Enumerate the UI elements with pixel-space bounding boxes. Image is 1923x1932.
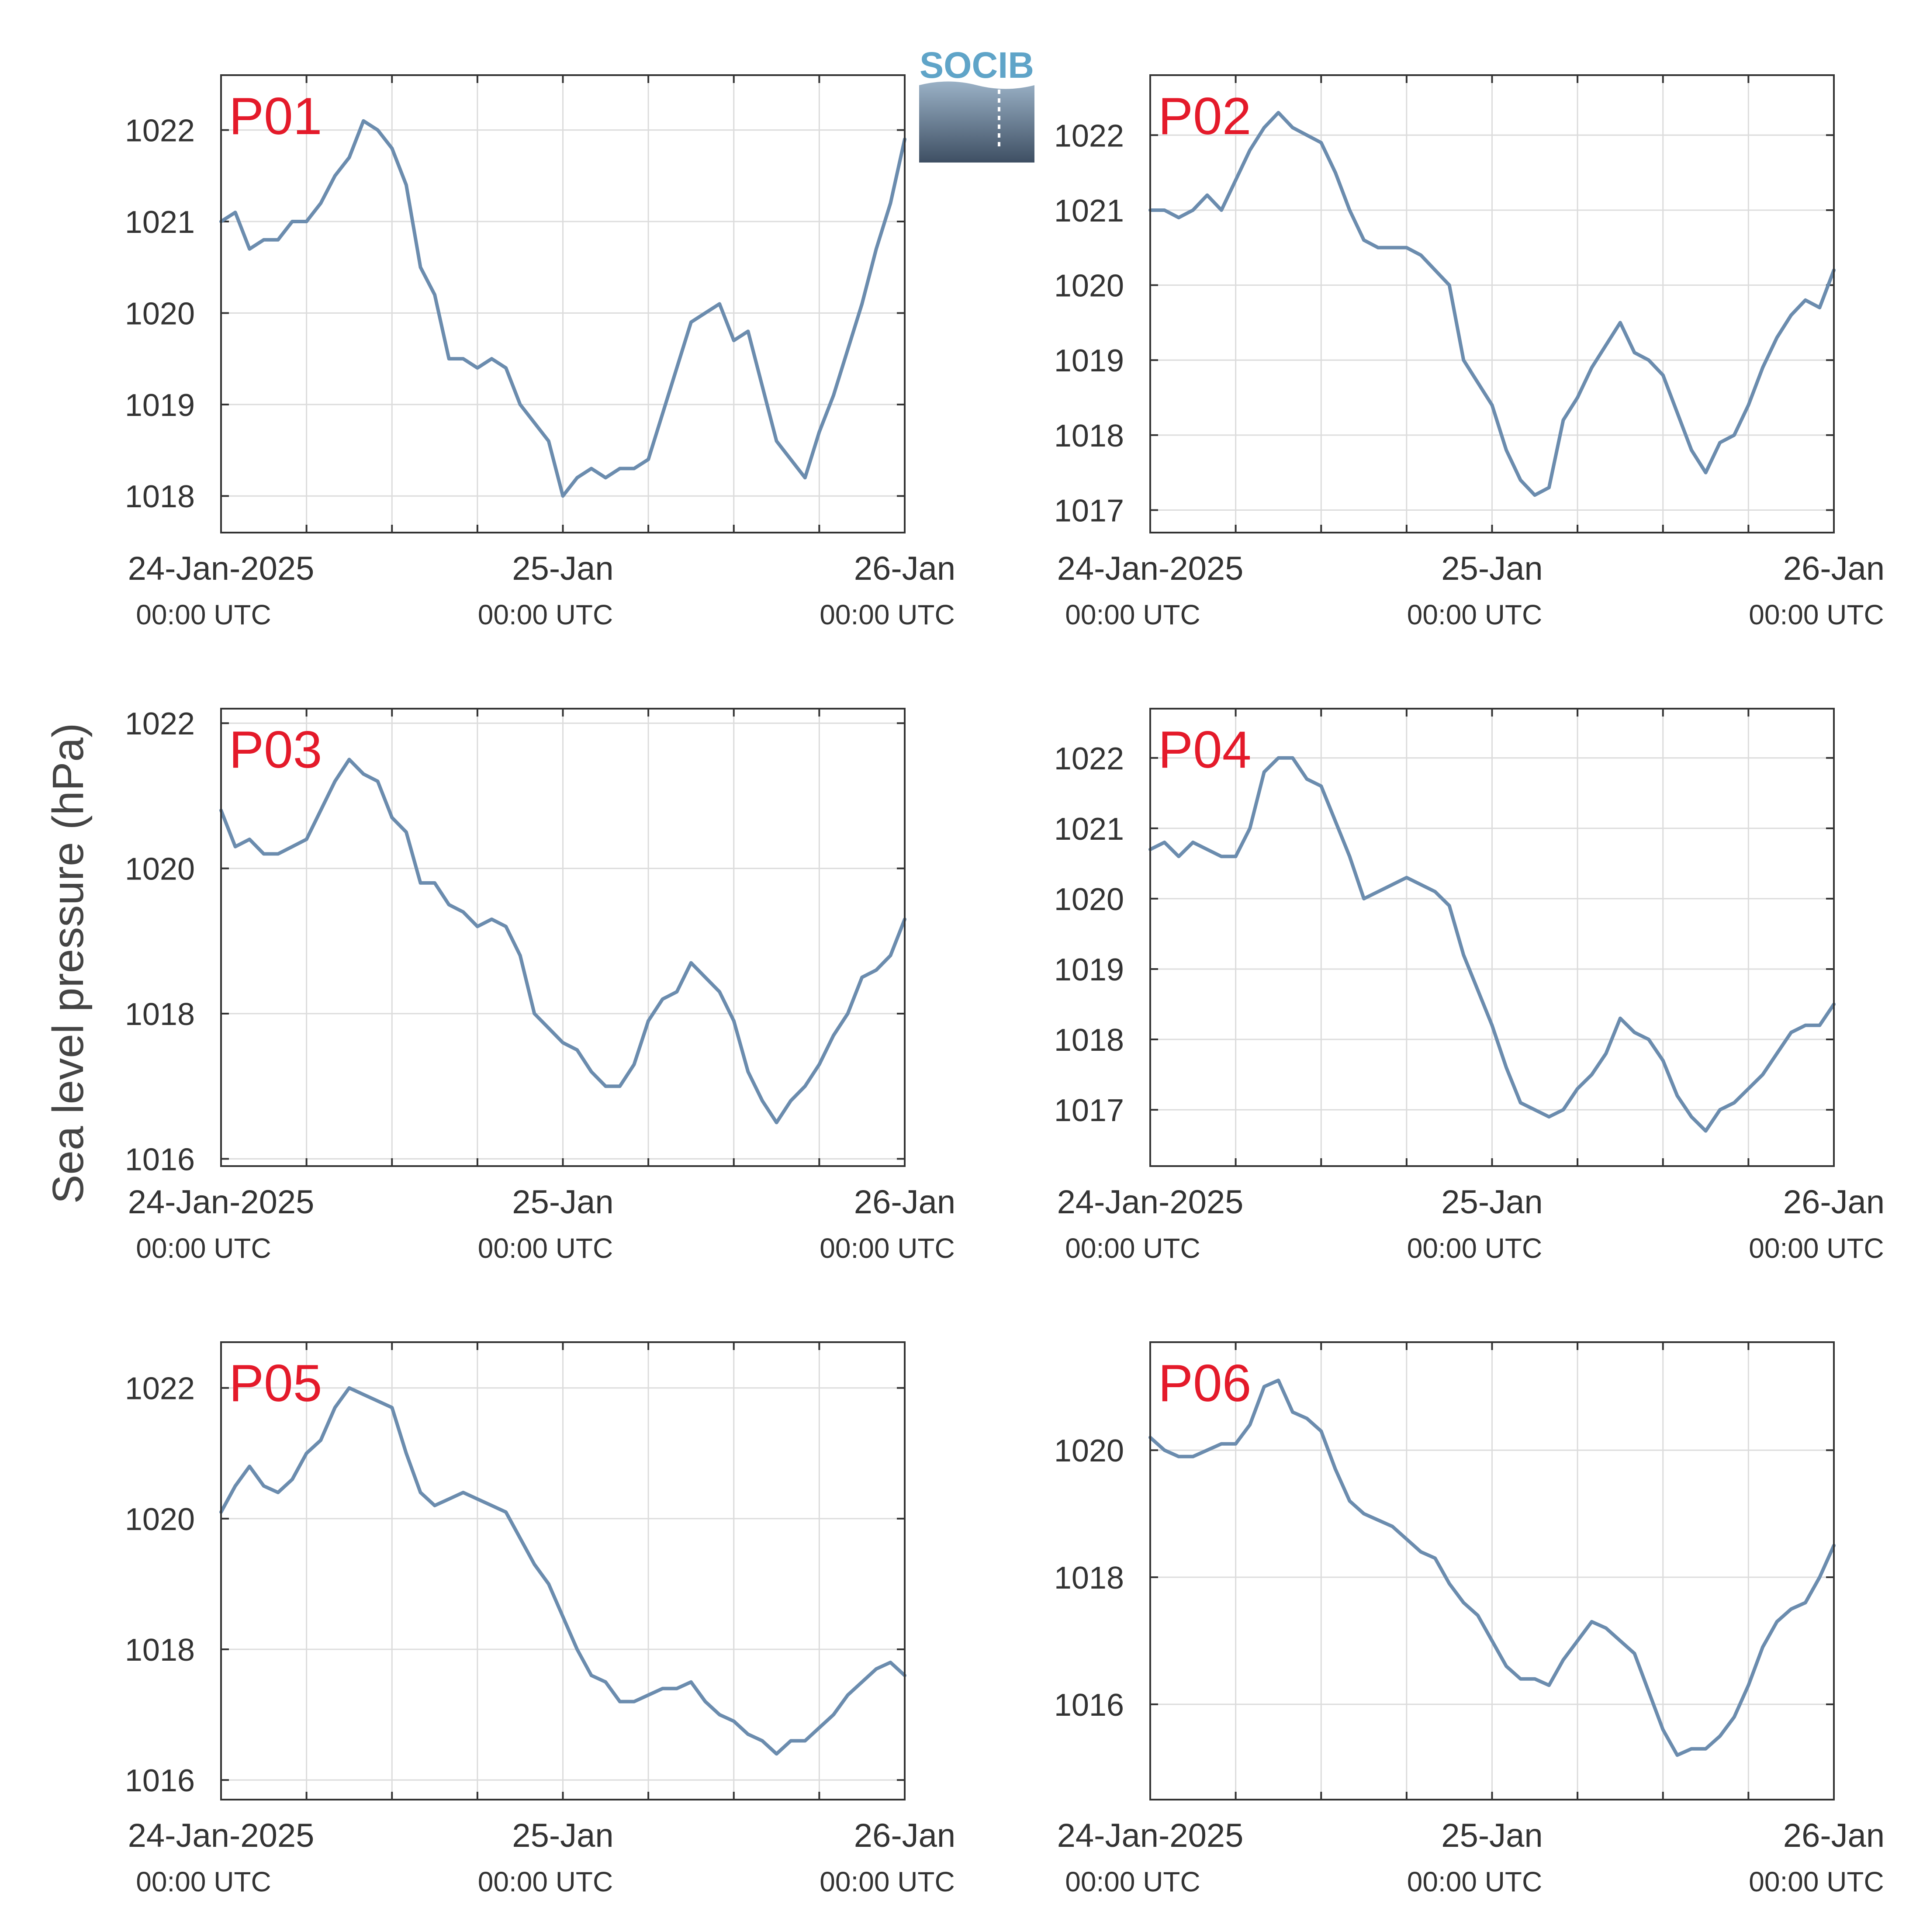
x-tick-label-date: 26-Jan (854, 1817, 955, 1854)
socib-logo-wave (919, 81, 1034, 163)
y-tick-label: 1018 (125, 997, 195, 1032)
x-tick-label-date: 26-Jan (854, 550, 955, 587)
y-tick-label: 1020 (125, 296, 195, 331)
y-tick-label: 1018 (1054, 1561, 1124, 1596)
y-tick-label: 1021 (1054, 194, 1124, 229)
axes-frame (220, 1341, 906, 1800)
x-tick-label-date: 26-Jan (1783, 1817, 1885, 1854)
y-tick-label: 1017 (1054, 1093, 1124, 1128)
chart-panel-p05: 1016 1018 1020 1022 24-Jan-2025 00:00 UTC 25-J… (125, 1341, 955, 1897)
x-tick-label-date: 26-Jan (1783, 1184, 1885, 1221)
y-tick-label: 1022 (125, 1371, 195, 1406)
x-tick-label-time: 00:00 UTC (478, 1866, 613, 1897)
axes-frame (1149, 708, 1835, 1167)
y-tick-label: 1018 (1054, 419, 1124, 454)
y-tick-label: 1020 (1054, 1433, 1124, 1468)
chart-panel-p03: 1016 1018 1020 1022 24-Jan-2025 00:00 UTC 25-J… (125, 706, 955, 1264)
data-series-line (219, 1386, 906, 1756)
x-tick-label-date: 24-Jan-2025 (1057, 1817, 1244, 1854)
x-tick-label-date: 24-Jan-2025 (1057, 550, 1244, 587)
x-tick-label-time: 00:00 UTC (1407, 599, 1542, 630)
chart-panel-p04: 1017 1018 1019 1020 1021 1022 24-Jan-2025 00:00… (1054, 708, 1885, 1264)
x-tick-label-date: 24-Jan-2025 (128, 1817, 315, 1854)
y-tick-label: 1018 (125, 1633, 195, 1668)
x-tick-label-time: 00:00 UTC (136, 1866, 271, 1897)
y-tick-label: 1019 (1054, 952, 1124, 987)
panel-title: P05 (229, 1354, 322, 1413)
x-tick-label-date: 24-Jan-2025 (1057, 1184, 1244, 1221)
panel-title: P06 (1158, 1354, 1252, 1413)
x-tick-label-time: 00:00 UTC (1407, 1866, 1542, 1897)
y-tick-label: 1019 (1054, 343, 1124, 378)
x-tick-label-date: 26-Jan (1783, 550, 1885, 587)
x-tick-label-time: 00:00 UTC (1749, 1866, 1884, 1897)
axes-frame (1149, 74, 1835, 533)
axes-frame (220, 708, 906, 1167)
x-tick-label-time: 00:00 UTC (1749, 599, 1884, 630)
x-tick-label-time: 00:00 UTC (820, 1866, 955, 1897)
x-tick-label-time: 00:00 UTC (136, 599, 271, 630)
panel-title: P04 (1158, 720, 1252, 779)
x-tick-label-date: 25-Jan (512, 550, 613, 587)
x-tick-label-time: 00:00 UTC (478, 1233, 613, 1264)
axes-frame (1149, 1341, 1835, 1800)
y-tick-label: 1020 (1054, 269, 1124, 304)
x-tick-label-date: 25-Jan (1441, 550, 1543, 587)
data-series-line (219, 758, 906, 1125)
y-tick-label: 1020 (125, 852, 195, 887)
y-tick-label: 1020 (125, 1502, 195, 1537)
x-tick-label-date: 24-Jan-2025 (128, 550, 315, 587)
data-series-line (1148, 756, 1836, 1133)
x-tick-label-time: 00:00 UTC (820, 1233, 955, 1264)
y-tick-label: 1016 (125, 1763, 195, 1798)
x-tick-label-time: 00:00 UTC (1065, 1866, 1200, 1897)
y-tick-label: 1021 (1054, 812, 1124, 847)
chart-panel-p01: 1018 1019 1020 1021 1022 24-Jan-2025 00:00 UTC… (125, 74, 955, 630)
x-tick-label-time: 00:00 UTC (478, 599, 613, 630)
x-tick-label-time: 00:00 UTC (1065, 1233, 1200, 1264)
x-tick-label-date: 25-Jan (1441, 1817, 1543, 1854)
chart-panel-p06: 1016 1018 1020 24-Jan-2025 00:00 UTC 25-Jan 00… (1054, 1341, 1885, 1897)
y-tick-label: 1020 (1054, 882, 1124, 917)
x-tick-label-date: 26-Jan (854, 1184, 955, 1221)
x-tick-label-date: 25-Jan (512, 1817, 613, 1854)
x-tick-label-date: 25-Jan (512, 1184, 613, 1221)
y-tick-label: 1021 (125, 205, 195, 240)
x-tick-label-time: 00:00 UTC (1749, 1233, 1884, 1264)
data-series-line (1148, 1378, 1836, 1757)
panel-title: P02 (1158, 87, 1252, 145)
panel-title: P03 (229, 720, 322, 779)
x-tick-label-date: 25-Jan (1441, 1184, 1543, 1221)
data-series-line (219, 119, 906, 498)
y-axis-label: Sea level pressure (hPa) (44, 723, 93, 1204)
socib-logo-text: SOCIB (920, 45, 1034, 86)
y-tick-label: 1017 (1054, 494, 1124, 529)
y-tick-label: 1019 (125, 388, 195, 423)
y-tick-label: 1018 (1054, 1023, 1124, 1058)
socib-logo: SOCIB (919, 45, 1034, 163)
y-tick-label: 1016 (125, 1142, 195, 1177)
chart-panel-p02: 1017 1018 1019 1020 1021 1022 24-Jan-2025 00:00… (1054, 74, 1885, 630)
y-tick-label: 1018 (125, 479, 195, 514)
data-series-line (1148, 111, 1836, 497)
x-tick-label-time: 00:00 UTC (1065, 599, 1200, 630)
y-tick-label: 1022 (1054, 741, 1124, 776)
y-tick-label: 1022 (125, 114, 195, 149)
x-tick-label-time: 00:00 UTC (136, 1233, 271, 1264)
y-tick-label: 1022 (1054, 118, 1124, 153)
y-tick-label: 1022 (125, 706, 195, 741)
y-tick-label: 1016 (1054, 1688, 1124, 1723)
panel-title: P01 (229, 87, 322, 145)
x-tick-label-time: 00:00 UTC (1407, 1233, 1542, 1264)
x-tick-label-time: 00:00 UTC (820, 599, 955, 630)
axes-frame (220, 74, 906, 533)
x-tick-label-date: 24-Jan-2025 (128, 1184, 315, 1221)
